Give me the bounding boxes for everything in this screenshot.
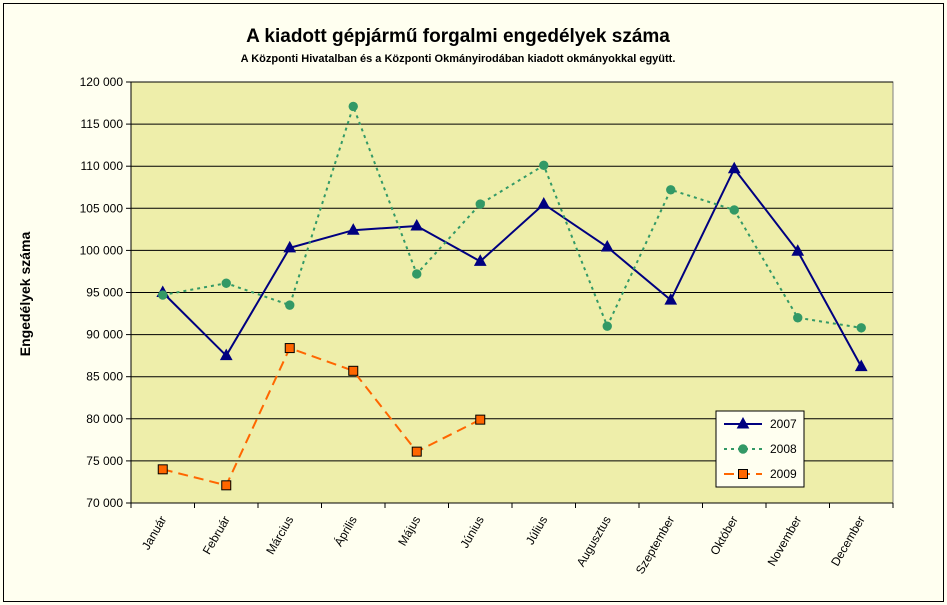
data-point-2008 — [475, 199, 485, 209]
x-tick-label: Június — [457, 514, 486, 551]
y-axis-label: Engedélyek száma — [17, 232, 33, 357]
x-tick-label: Május — [395, 514, 423, 549]
y-tick-label: 110 000 — [81, 159, 124, 173]
y-tick-label: 120 000 — [80, 75, 124, 89]
legend-label-2008: 2008 — [770, 442, 797, 456]
legend-label-2009: 2009 — [770, 467, 797, 481]
y-tick-label: 100 000 — [80, 243, 124, 257]
y-tick-label: 105 000 — [80, 201, 124, 215]
x-tick-label: December — [828, 514, 868, 569]
x-tick-label: Július — [523, 514, 550, 548]
y-tick-label: 70 000 — [86, 496, 123, 510]
data-point-2008 — [666, 185, 676, 195]
x-axis: Január Február Március Április Május Június Jú… — [130, 502, 894, 577]
data-point-2008 — [221, 278, 231, 288]
y-tick-label: 80 000 — [86, 412, 123, 426]
data-point-2007 — [283, 240, 297, 253]
data-point-2007 — [537, 197, 551, 209]
x-tick-label: Február — [200, 514, 233, 557]
data-point-2008 — [729, 205, 739, 215]
chart-title: A kiadott gépjármű forgalmi engedélyek s… — [246, 26, 670, 47]
legend-swatch-marker — [738, 444, 748, 454]
y-tick-label: 75 000 — [86, 454, 123, 468]
y-tick-label: 90 000 — [86, 328, 123, 342]
series-2008 — [158, 101, 866, 333]
data-point-2009 — [284, 343, 295, 354]
series-line-2008 — [162, 103, 862, 329]
data-point-2009 — [411, 446, 422, 457]
data-point-2009 — [475, 414, 486, 425]
x-tick-label: November — [765, 514, 805, 569]
data-point-2008 — [793, 313, 803, 323]
data-point-2007 — [727, 161, 741, 174]
data-point-2008 — [158, 290, 168, 300]
data-point-2008 — [412, 269, 422, 279]
x-tick-label: Január — [139, 514, 169, 553]
series-line-2007 — [162, 166, 863, 368]
data-point-2008 — [539, 160, 549, 171]
y-axis: 70 000 75 000 80 000 85 000 90 000 95 000 100 … — [80, 75, 132, 510]
legend-swatch-marker — [738, 469, 748, 479]
x-tick-label: Március — [263, 514, 296, 557]
data-point-2009 — [348, 365, 359, 376]
data-point-2007 — [410, 218, 424, 231]
data-point-2008 — [602, 321, 612, 331]
data-point-2008 — [856, 323, 866, 333]
data-point-2007 — [219, 348, 233, 361]
x-tick-label: Szeptember — [633, 514, 677, 577]
data-point-2007 — [600, 239, 614, 252]
legend-label-2007: 2007 — [770, 417, 797, 431]
data-point-2008 — [285, 300, 295, 310]
x-tick-label: Október — [707, 513, 740, 557]
data-point-2007 — [473, 254, 487, 266]
data-point-2009 — [221, 480, 232, 491]
data-point-2007 — [791, 244, 805, 256]
y-tick-label: 95 000 — [86, 286, 123, 300]
x-tick-label: Április — [331, 513, 360, 549]
y-tick-label: 115 000 — [81, 117, 124, 131]
data-point-2007 — [346, 223, 360, 235]
data-point-2007 — [664, 293, 678, 305]
legend: 2007 2008 2009 — [715, 410, 805, 488]
x-tick-label: Augusztus — [574, 514, 614, 570]
legend-swatch-marker — [736, 416, 750, 429]
chart-subtitle: A Központi Hivatalban és a Központi Okmá… — [241, 53, 676, 65]
data-point-2007 — [854, 359, 868, 372]
series-line-2009 — [162, 346, 481, 487]
data-point-2009 — [157, 464, 168, 475]
series-2009 — [157, 343, 486, 491]
y-tick-label: 85 000 — [86, 370, 123, 384]
grid-lines — [131, 81, 893, 462]
data-point-2008 — [348, 101, 358, 112]
series-group — [156, 101, 868, 491]
